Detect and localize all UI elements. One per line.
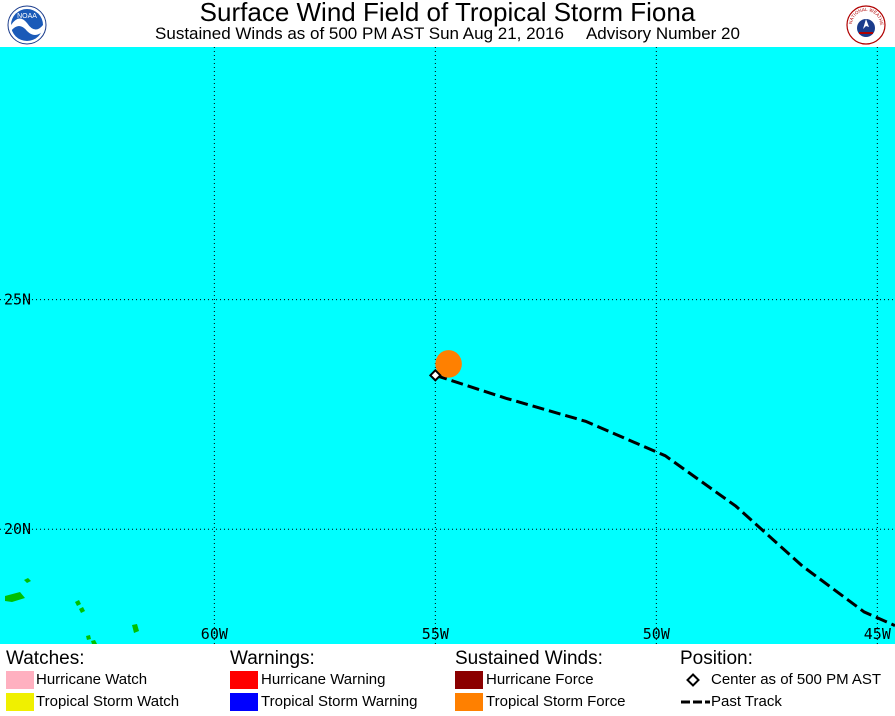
- island: [132, 624, 139, 633]
- legend-label: Tropical Storm Force: [486, 693, 626, 710]
- hurricane-force-swatch: [455, 671, 483, 689]
- tropical-storm-force-wind-field: [435, 350, 462, 378]
- storm-map: 25N 20N 60W 55W 50W 45W: [0, 47, 895, 644]
- noaa-logo-icon: NOAA: [7, 5, 47, 45]
- longitude-label: 50W: [643, 625, 671, 643]
- caribbean-islands: [5, 578, 139, 644]
- legend-watches-heading: Watches:: [6, 648, 85, 669]
- island: [24, 578, 31, 583]
- map-legend: Watches: Hurricane Watch Tropical Storm …: [0, 644, 895, 716]
- ocean-background: [0, 47, 895, 644]
- tropical-storm-watch-swatch: [6, 693, 34, 711]
- legend-label: Hurricane Watch: [36, 671, 148, 688]
- legend-label: Center as of 500 PM AST: [711, 671, 882, 688]
- longitude-label: 55W: [422, 625, 450, 643]
- map-subtitle: Sustained Winds as of 500 PM AST Sun Aug…: [0, 24, 895, 44]
- advisory-number: Advisory Number 20: [585, 24, 740, 43]
- longitude-label: 60W: [201, 625, 229, 643]
- hurricane-watch-swatch: [6, 671, 34, 689]
- advisory-time: Sustained Winds as of 500 PM AST Sun Aug…: [155, 24, 564, 43]
- island: [91, 640, 97, 644]
- legend-label: Hurricane Force: [486, 671, 594, 688]
- longitude-label: 45W: [864, 625, 892, 643]
- past-track-line: [434, 373, 895, 627]
- map-header: NOAA Surface Wind Field of Tropical Stor…: [0, 0, 895, 46]
- tropical-storm-warning-swatch: [230, 693, 258, 711]
- tropical-storm-force-swatch: [455, 693, 483, 711]
- legend-label: Past Track: [711, 693, 782, 710]
- map-title: Surface Wind Field of Tropical Storm Fio…: [199, 0, 696, 27]
- legend-winds-heading: Sustained Winds:: [455, 648, 603, 669]
- dashed-line-icon: [681, 700, 710, 704]
- island: [79, 607, 85, 613]
- legend-label: Tropical Storm Warning: [261, 693, 418, 710]
- storm-center-marker: [428, 368, 442, 382]
- island: [86, 635, 91, 640]
- storm-layer: [428, 350, 895, 627]
- grid-labels: 25N 20N 60W 55W 50W 45W: [4, 291, 892, 643]
- legend-label: Tropical Storm Watch: [36, 693, 180, 710]
- latitude-label: 25N: [4, 291, 31, 309]
- latitude-label: 20N: [4, 520, 31, 538]
- legend-position-heading: Position:: [680, 648, 753, 669]
- island: [75, 600, 81, 606]
- hurricane-warning-swatch: [230, 671, 258, 689]
- legend-warnings-heading: Warnings:: [230, 648, 315, 669]
- legend-label: Hurricane Warning: [261, 671, 386, 688]
- diamond-marker-icon: [686, 673, 700, 687]
- nws-logo-icon: NATIONAL WEATHER SERVICE: [844, 1, 886, 45]
- svg-text:NOAA: NOAA: [17, 13, 37, 20]
- island: [5, 592, 25, 602]
